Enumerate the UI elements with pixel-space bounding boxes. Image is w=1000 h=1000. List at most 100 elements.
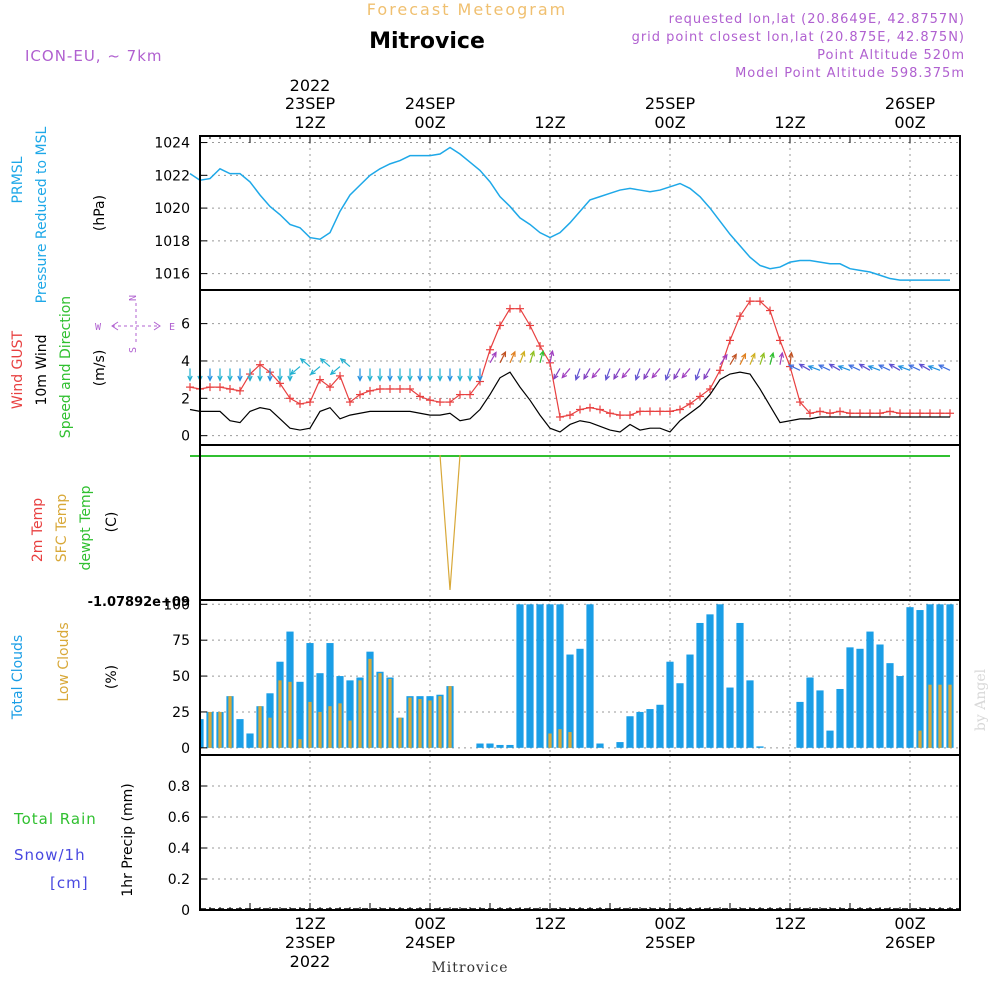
top-time-label-date: 24SEP — [405, 94, 456, 113]
wind-direction-arrowhead — [574, 374, 580, 382]
wind-direction-arrow — [749, 353, 756, 365]
low-cloud-bar — [208, 711, 212, 748]
y-tick-label: 6 — [181, 317, 190, 333]
wind-direction-arrowhead — [339, 357, 346, 364]
wind-direction-arrowhead — [491, 351, 497, 358]
total-cloud-bar — [866, 631, 874, 748]
wind-direction-arrow — [320, 358, 331, 368]
wind-direction-arrowhead — [927, 365, 934, 371]
y-tick-label: 1018 — [154, 234, 190, 250]
low-cloud-bar — [918, 730, 922, 748]
compass-icon: N S W E — [95, 295, 175, 353]
bottom-time-label-date: 25SEP — [645, 933, 696, 952]
wind-direction-arrowhead — [309, 369, 316, 376]
wind-direction-arrowhead — [217, 375, 223, 382]
wind-direction-arrowhead — [520, 350, 526, 357]
wind-direction-arrowhead — [877, 364, 885, 370]
low-cloud-bar — [368, 658, 372, 748]
low-cloud-bar — [388, 678, 392, 748]
wind-direction-arrow — [605, 368, 611, 380]
wind-direction-arrow — [788, 364, 801, 371]
temp-min-label: -1.07892e+09 — [88, 595, 190, 610]
total-cloud-bar — [816, 690, 824, 748]
low-cloud-bar — [948, 684, 952, 748]
total-cloud-bar — [706, 614, 714, 748]
wind-direction-arrow — [919, 363, 931, 371]
top-time-label-hour: 12Z — [774, 113, 805, 132]
total-cloud-bar — [516, 604, 524, 748]
wind-direction-arrowhead — [407, 375, 413, 382]
wind-direction-arrowhead — [367, 375, 373, 382]
wind-direction-arrow — [799, 363, 811, 371]
wind-direction-arrow — [539, 351, 544, 363]
bottom-time-label-hour: 12Z — [534, 914, 565, 933]
snow-cm-label: [cm] — [50, 874, 89, 892]
total-cloud-bar — [556, 604, 564, 748]
wind-direction-arrowhead — [277, 375, 283, 382]
wind-direction-arrowhead — [207, 375, 213, 382]
wind-direction-arrowhead — [267, 375, 273, 382]
total-clouds-label: Total Clouds — [10, 635, 26, 720]
wind-direction-arrow — [621, 368, 631, 379]
wind-direction-arrow — [330, 366, 341, 375]
low-cloud-bar — [268, 717, 272, 748]
wind-direction-arrow — [575, 368, 581, 380]
wind-direction-arrow — [769, 352, 774, 365]
wind-direction-arrowhead — [397, 375, 403, 382]
wind-direction-arrowhead — [828, 363, 835, 369]
total-cloud-bar — [486, 743, 494, 748]
wind-direction-arrow — [499, 351, 506, 364]
product-title: Forecast Meteogram — [367, 0, 567, 19]
wind-direction-arrowhead — [897, 365, 904, 371]
total-cloud-bar — [636, 711, 644, 748]
pressure-unit: (hPa) — [92, 195, 108, 231]
total-cloud-bar — [496, 744, 504, 748]
y-tick-label: 75 — [172, 633, 190, 649]
panel-frame-4 — [199, 754, 961, 911]
total-cloud-bar — [546, 604, 554, 748]
bottom-time-label-year: 2022 — [290, 952, 331, 971]
grid-layer — [200, 136, 960, 911]
wind-direction-arrowhead — [548, 349, 555, 357]
wind-direction-arrowhead — [937, 364, 945, 370]
wind-direction-arrowhead — [187, 375, 193, 382]
bottom-time-label-hour: 00Z — [654, 914, 685, 933]
wind-direction-arrowhead — [847, 364, 855, 370]
total-cloud-bar — [926, 604, 934, 748]
sfc-temp-label: SFC Temp — [54, 494, 70, 563]
wind-direction-arrowhead — [257, 375, 263, 382]
y-tick-label: 0.6 — [168, 810, 190, 826]
total-cloud-bar — [246, 733, 254, 748]
total-cloud-bar — [676, 683, 684, 748]
wind-direction-arrowhead — [867, 365, 874, 371]
bottom-time-label-date: 26SEP — [885, 933, 936, 952]
wind-direction-arrowhead — [918, 363, 925, 369]
total-cloud-bar — [736, 622, 744, 748]
wind-direction-arrowhead — [613, 373, 619, 381]
wind-direction-arrow — [300, 358, 311, 368]
bottom-time-label-hour: 00Z — [894, 914, 925, 933]
wind-direction-arrowhead — [583, 373, 589, 381]
wind-direction-arrowhead — [447, 375, 453, 382]
total-cloud-bar — [846, 647, 854, 748]
wind-direction-arrow — [681, 368, 691, 379]
total-cloud-bar — [806, 677, 814, 748]
total-cloud-bar — [666, 661, 674, 748]
y-tick-label: 1022 — [154, 168, 190, 184]
wind-direction-arrowhead — [510, 350, 516, 357]
model-label: ICON-EU, ~ 7km — [25, 47, 163, 65]
total-cloud-bar — [716, 604, 724, 748]
low-cloud-bar — [258, 706, 262, 748]
total-cloud-bar — [346, 680, 354, 748]
wind-direction-arrowhead — [319, 357, 326, 364]
wind-direction-arrow — [729, 354, 737, 366]
total-cloud-bar — [836, 688, 844, 748]
total-cloud-bar — [936, 604, 944, 748]
wind-direction-arrowhead — [907, 364, 915, 370]
prmsl-label: PRMSL — [10, 156, 26, 203]
wind-direction-arrow — [651, 368, 661, 379]
wind-direction-arrowhead — [591, 372, 598, 379]
wind-direction-arrowhead — [888, 363, 895, 369]
wind-direction-arrow — [643, 368, 651, 380]
